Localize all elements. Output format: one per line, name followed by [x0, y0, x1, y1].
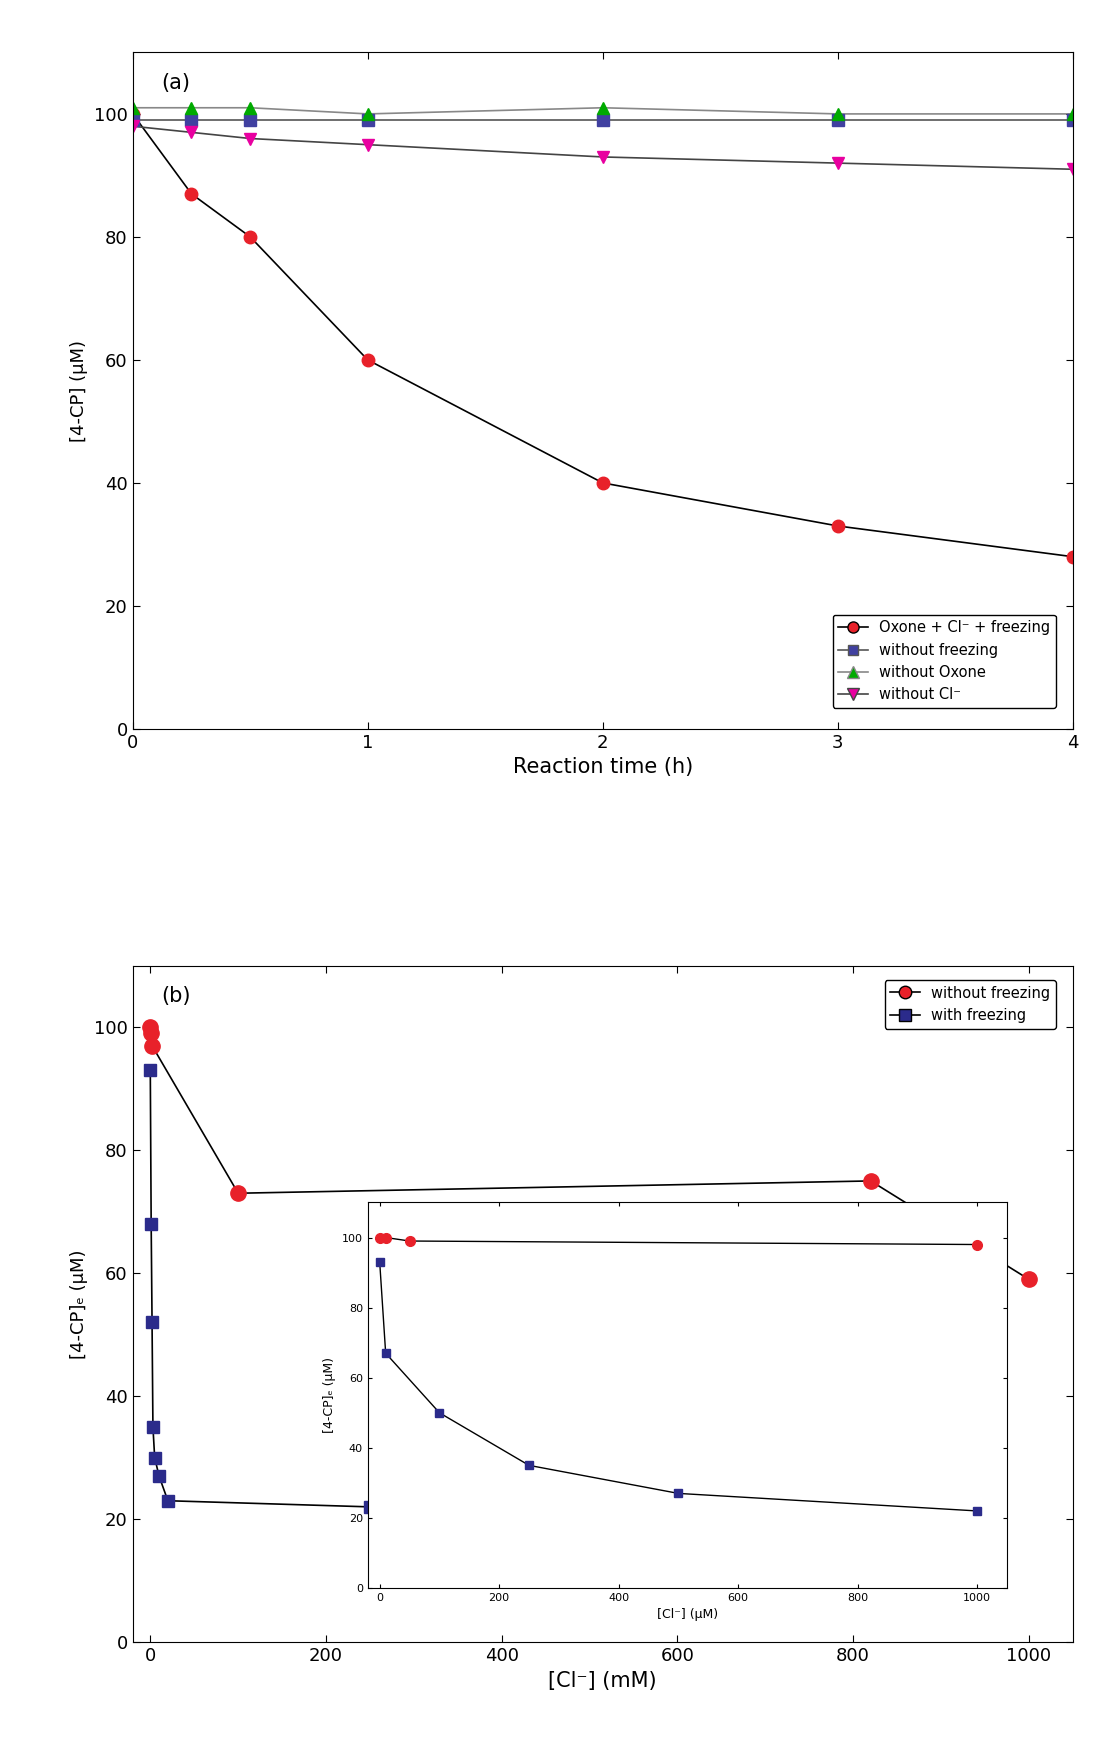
X-axis label: Reaction time (h): Reaction time (h): [513, 758, 692, 777]
X-axis label: [Cl⁻] (mM): [Cl⁻] (mM): [549, 1670, 657, 1691]
Legend: without freezing, with freezing: without freezing, with freezing: [885, 980, 1056, 1029]
Legend: Oxone + Cl⁻ + freezing, without freezing, without Oxone, without Cl⁻: Oxone + Cl⁻ + freezing, without freezing…: [833, 615, 1056, 708]
Text: (b): (b): [161, 985, 190, 1006]
Text: (a): (a): [161, 73, 190, 93]
Y-axis label: [4-CP] (μM): [4-CP] (μM): [71, 339, 88, 442]
Y-axis label: [4-CP]ₑ (μM): [4-CP]ₑ (μM): [71, 1249, 88, 1359]
